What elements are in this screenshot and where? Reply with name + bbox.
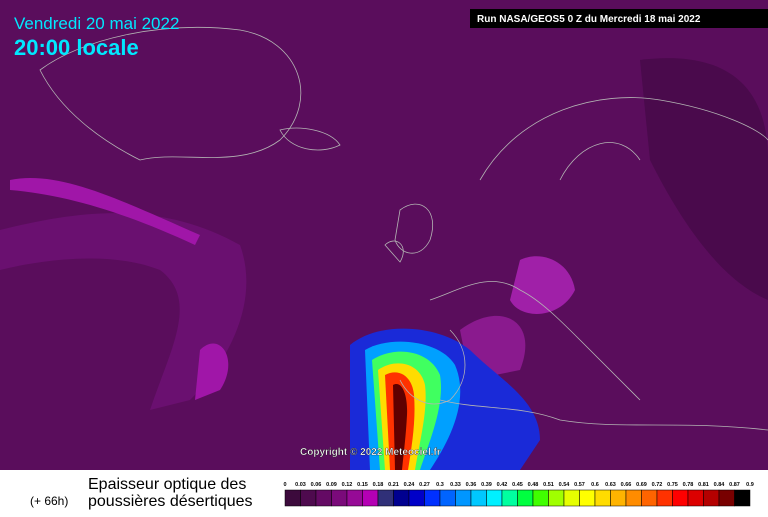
legend-swatch bbox=[393, 489, 410, 507]
iceland-coast bbox=[279, 127, 341, 151]
legend-swatch bbox=[501, 489, 518, 507]
legend-swatch bbox=[315, 489, 332, 507]
europe-coast bbox=[399, 281, 641, 405]
legend-label: 0.75 bbox=[667, 482, 678, 488]
africa-coast bbox=[439, 399, 768, 431]
coastlines bbox=[39, 27, 768, 431]
legend-swatch bbox=[346, 489, 363, 507]
legend-label: 0.21 bbox=[388, 482, 399, 488]
legend-swatch bbox=[424, 489, 441, 507]
legend-label: 0.09 bbox=[326, 482, 337, 488]
forecast-date: Vendredi 20 mai 2022 bbox=[14, 14, 179, 33]
legend-label: 0.12 bbox=[342, 482, 353, 488]
legend-label: 0.24 bbox=[404, 482, 416, 488]
clear-region bbox=[640, 58, 768, 300]
legend-label: 0.87 bbox=[729, 482, 740, 488]
legend-label: 0.36 bbox=[466, 482, 477, 488]
legend-swatch bbox=[470, 489, 487, 507]
legend-label: 0.3 bbox=[436, 482, 444, 488]
legend-label: 0.45 bbox=[512, 482, 523, 488]
haze-region bbox=[0, 213, 247, 410]
legend-swatch bbox=[594, 489, 611, 507]
run-info: Run NASA/GEOS5 0 Z du Mercredi 18 mai 20… bbox=[477, 14, 701, 25]
legend-label: 0.33 bbox=[450, 482, 461, 488]
legend-swatch bbox=[439, 489, 456, 507]
legend-label: 0.27 bbox=[419, 482, 430, 488]
legend-swatch bbox=[300, 489, 317, 507]
legend-swatch bbox=[718, 489, 735, 507]
legend-swatch bbox=[377, 489, 394, 507]
haze-patch bbox=[510, 256, 575, 314]
legend-label: 0.84 bbox=[714, 482, 726, 488]
legend-swatch bbox=[284, 489, 301, 507]
legend-swatch bbox=[672, 489, 689, 507]
legend-swatch bbox=[408, 489, 425, 507]
haze-band bbox=[195, 343, 229, 400]
legend-label: 0.48 bbox=[528, 482, 539, 488]
legend-swatch bbox=[563, 489, 580, 507]
legend-swatch bbox=[625, 489, 642, 507]
legend-label: 0.15 bbox=[357, 482, 368, 488]
legend-swatch bbox=[579, 489, 596, 507]
legend-label: 0.18 bbox=[373, 482, 384, 488]
ireland-coast bbox=[384, 240, 404, 263]
product-title: Epaisseur optique des bbox=[88, 476, 246, 493]
legend-label: 0.69 bbox=[636, 482, 647, 488]
legend-label: 0.03 bbox=[295, 482, 306, 488]
legend-label: 0 bbox=[283, 482, 286, 488]
legend-label: 0.63 bbox=[605, 482, 616, 488]
lead-time: (+ 66h) bbox=[30, 494, 68, 508]
legend-label: 0.42 bbox=[497, 482, 508, 488]
legend-label: 0.51 bbox=[543, 482, 554, 488]
scandinavia-coast bbox=[479, 97, 768, 181]
legend-swatch bbox=[734, 489, 751, 507]
legend-swatch bbox=[548, 489, 565, 507]
legend-swatch bbox=[362, 489, 379, 507]
run-banner bbox=[470, 9, 768, 28]
legend-label: 0.39 bbox=[481, 482, 492, 488]
uk-coast bbox=[394, 203, 434, 254]
legend-label: 0.66 bbox=[621, 482, 632, 488]
legend-label: 0.72 bbox=[652, 482, 663, 488]
dust-plume bbox=[393, 384, 408, 470]
legend-label: 0.54 bbox=[559, 482, 571, 488]
legend-swatch bbox=[517, 489, 534, 507]
legend-swatch bbox=[532, 489, 549, 507]
legend-swatch bbox=[610, 489, 627, 507]
legend-swatch bbox=[331, 489, 348, 507]
legend-swatch bbox=[641, 489, 658, 507]
legend-swatch bbox=[486, 489, 503, 507]
copyright: Copyright © 2022 Meteociel.fr bbox=[300, 447, 441, 458]
legend-swatch bbox=[455, 489, 472, 507]
color-legend: 0 0.03 0.06 0.09 0.12 0.15 0.18 0.21 0.24 0.27 0.3… bbox=[283, 482, 754, 507]
greenland-coast bbox=[39, 27, 302, 161]
legend-label: 0.78 bbox=[683, 482, 694, 488]
legend-label: 0.06 bbox=[311, 482, 322, 488]
legend-label: 0.9 bbox=[746, 482, 754, 488]
haze-band bbox=[10, 178, 200, 245]
legend-label: 0.57 bbox=[574, 482, 585, 488]
legend-swatch bbox=[687, 489, 704, 507]
legend-swatch bbox=[656, 489, 673, 507]
product-title: poussières désertiques bbox=[88, 493, 253, 510]
legend-swatch bbox=[703, 489, 720, 507]
forecast-time: 20:00 locale bbox=[14, 35, 139, 60]
legend-label: 0.6 bbox=[591, 482, 599, 488]
legend-label: 0.81 bbox=[698, 482, 709, 488]
